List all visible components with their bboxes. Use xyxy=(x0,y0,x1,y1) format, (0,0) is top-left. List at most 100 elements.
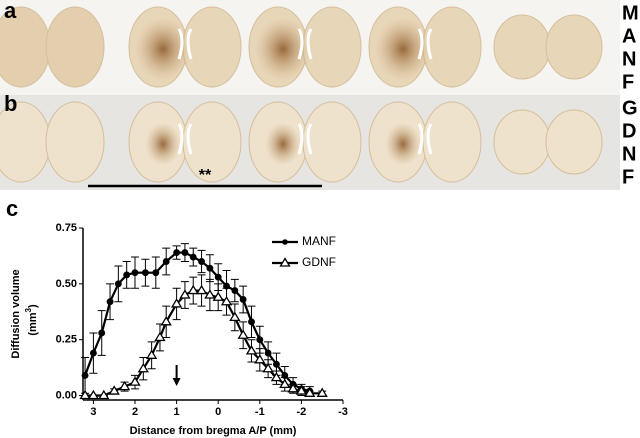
x-tick-label: -3 xyxy=(338,406,348,418)
data-point xyxy=(231,287,239,294)
data-point xyxy=(131,269,139,277)
data-point xyxy=(79,389,91,400)
stain xyxy=(375,17,431,81)
brain-hemisphere xyxy=(493,14,551,80)
data-point xyxy=(287,383,299,393)
brain-hemisphere xyxy=(422,101,482,183)
x-tick-label: 3 xyxy=(90,406,96,418)
panel-label: a xyxy=(4,0,17,23)
x-tick-label: 2 xyxy=(132,406,138,418)
data-point xyxy=(254,354,266,364)
data-point xyxy=(204,289,216,299)
side-letter: N xyxy=(622,143,636,165)
stain xyxy=(255,17,311,81)
y-tick-label: 0.25 xyxy=(56,334,77,346)
data-point xyxy=(245,345,258,355)
side-letter: F xyxy=(622,71,634,93)
ventricle xyxy=(417,28,433,60)
data-point xyxy=(114,280,122,288)
legend-label: MANF xyxy=(302,234,336,248)
data-point xyxy=(295,385,308,395)
side-letter: G xyxy=(622,97,638,119)
side-letter: A xyxy=(622,25,636,47)
data-point xyxy=(206,264,214,272)
data-point xyxy=(272,360,280,368)
legend-marker xyxy=(279,257,291,267)
data-point xyxy=(179,289,191,299)
brain-hemisphere xyxy=(45,101,105,183)
panel-label: b xyxy=(4,91,17,116)
data-point xyxy=(118,380,131,391)
side-letter: D xyxy=(622,120,636,142)
y-axis-title-exponent: 3 xyxy=(24,307,33,312)
data-point xyxy=(108,385,120,395)
y-axis-title-unit: (mm xyxy=(27,312,39,335)
data-point xyxy=(187,284,199,295)
data-point xyxy=(81,371,89,379)
data-point xyxy=(141,269,149,277)
data-point xyxy=(98,329,106,337)
stain xyxy=(385,122,421,166)
data-point xyxy=(98,389,110,400)
side-letter: N xyxy=(622,48,636,70)
arrow-head xyxy=(172,378,181,386)
side-letter: M xyxy=(622,2,639,24)
data-point xyxy=(279,378,291,389)
brain-hemisphere xyxy=(182,101,242,183)
ventricle xyxy=(297,28,313,60)
brain-hemisphere xyxy=(493,109,551,175)
data-point xyxy=(160,316,172,326)
data-point xyxy=(262,362,274,373)
data-point xyxy=(137,362,149,373)
data-point xyxy=(214,273,222,281)
brain-hemisphere xyxy=(545,14,603,80)
ventricle xyxy=(297,123,313,155)
data-point xyxy=(270,371,283,382)
data-point xyxy=(170,298,183,308)
ventricle xyxy=(417,123,433,155)
stain xyxy=(145,122,181,166)
data-point xyxy=(129,376,141,386)
brain-sections xyxy=(0,6,603,183)
data-point xyxy=(304,387,316,397)
data-point xyxy=(316,387,328,397)
x-axis-title: Distance from bregma A/P (mm) xyxy=(130,425,297,437)
stain xyxy=(265,122,301,166)
legend-marker xyxy=(282,239,288,245)
x-tick-label: -2 xyxy=(297,406,307,418)
significance-mark: ** xyxy=(199,167,212,184)
data-point xyxy=(229,311,241,322)
data-point xyxy=(189,253,197,261)
y-axis-title-text: Diffusion volume xyxy=(10,269,22,358)
data-point xyxy=(87,389,100,400)
data-point xyxy=(89,349,97,357)
panel-label: c xyxy=(6,196,18,221)
x-tick-label: 1 xyxy=(174,406,180,418)
data-point xyxy=(220,295,233,306)
x-tick-label: -1 xyxy=(255,406,265,418)
x-tick-label: 0 xyxy=(215,406,221,418)
stain xyxy=(135,17,191,81)
y-tick-label: 0.75 xyxy=(56,222,77,234)
data-point xyxy=(256,336,264,344)
data-point xyxy=(195,284,208,295)
data-point xyxy=(239,296,247,303)
data-point xyxy=(248,318,255,326)
ventricle xyxy=(177,28,193,60)
y-axis-title: Diffusion volume (mm3) xyxy=(10,269,39,358)
chart: 0.00 0.25 0.50 0.75 3 2 1 0 -1 -2 -3 Distance from … xyxy=(10,222,348,437)
data-point xyxy=(198,258,206,265)
data-point xyxy=(152,269,160,277)
ventricle xyxy=(177,123,193,155)
data-point xyxy=(162,258,170,265)
data-point xyxy=(173,249,181,257)
data-point xyxy=(237,329,249,339)
brain-hemisphere xyxy=(45,6,105,88)
y-axis-title-unit: ) xyxy=(27,304,39,308)
y-tick-label: 0.50 xyxy=(56,278,77,290)
brain-hemisphere xyxy=(302,6,362,88)
data-point xyxy=(145,349,158,359)
brain-hemisphere xyxy=(545,109,603,175)
brain-hemisphere xyxy=(182,6,242,88)
